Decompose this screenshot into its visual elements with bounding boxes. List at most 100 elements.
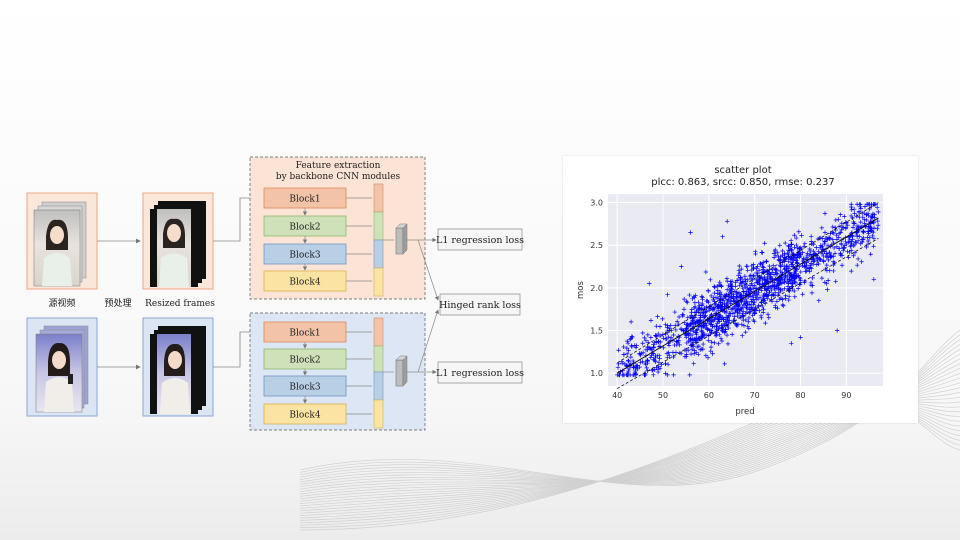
- data-point: [756, 290, 761, 295]
- top-block-4: Block4: [263, 270, 347, 292]
- data-point: [817, 245, 823, 250]
- x-tick-label: 70: [750, 391, 760, 400]
- data-point: [691, 294, 696, 299]
- data-point: [805, 251, 810, 256]
- data-point: [773, 305, 778, 310]
- data-point: [758, 313, 764, 319]
- data-point: [689, 307, 694, 312]
- data-point: [724, 302, 730, 307]
- data-point: [834, 237, 840, 242]
- bottom-block-4: Block4: [263, 403, 347, 425]
- data-point: [698, 306, 704, 312]
- data-point: [822, 239, 828, 244]
- data-point: [733, 280, 738, 285]
- data-point: [751, 265, 757, 270]
- data-point: [848, 213, 854, 219]
- data-point: [792, 270, 797, 275]
- data-point: [871, 236, 877, 241]
- data-point: [621, 352, 627, 357]
- data-point: [802, 241, 808, 246]
- data-point: [745, 324, 750, 329]
- data-point: [645, 332, 651, 338]
- data-point: [775, 305, 780, 311]
- data-point: [666, 350, 671, 355]
- data-point: [867, 206, 872, 212]
- l1-loss-bottom-box: L1 regression loss: [436, 361, 524, 384]
- data-point: [855, 262, 860, 268]
- data-point: [786, 252, 791, 258]
- data-point: [834, 232, 839, 238]
- data-point: [724, 332, 730, 338]
- data-point: [810, 262, 816, 267]
- data-point: [655, 369, 661, 375]
- data-point: [653, 355, 658, 361]
- data-point: [700, 297, 705, 302]
- data-point: [772, 266, 778, 271]
- data-point: [716, 303, 721, 308]
- data-point: [758, 261, 763, 266]
- data-point: [705, 327, 711, 332]
- data-point: [678, 326, 684, 332]
- data-point: [744, 263, 749, 269]
- data-point: [736, 268, 742, 273]
- data-point: [635, 363, 640, 368]
- data-point: [718, 294, 723, 299]
- data-point: [653, 359, 658, 364]
- data-point: [648, 346, 654, 352]
- data-point: [849, 207, 854, 212]
- data-point: [860, 229, 866, 235]
- data-point: [782, 286, 787, 291]
- resized-frames-bottom: [142, 317, 214, 417]
- data-point: [665, 292, 670, 297]
- data-point: [830, 224, 835, 230]
- data-point: [745, 285, 750, 291]
- data-point: [740, 285, 745, 291]
- data-point: [717, 319, 722, 324]
- data-point: [732, 304, 738, 309]
- data-point: [673, 323, 678, 328]
- data-point: [736, 311, 742, 316]
- data-point: [666, 334, 671, 340]
- data-point: [867, 235, 872, 240]
- data-point: [843, 226, 848, 231]
- data-point: [628, 336, 634, 341]
- bottom-block-3: Block3: [263, 375, 347, 397]
- data-point: [769, 270, 775, 275]
- data-point: [712, 340, 717, 346]
- data-point: [693, 338, 699, 344]
- data-point: [798, 335, 803, 340]
- bottom-block-1: Block1: [263, 321, 347, 343]
- data-point: [689, 313, 694, 318]
- data-point: [700, 333, 705, 339]
- data-point: [699, 328, 704, 333]
- data-point: [708, 306, 714, 311]
- data-point: [790, 281, 795, 287]
- top-block-1: Block1: [263, 187, 347, 209]
- data-point: [691, 321, 696, 327]
- source-video-bottom: [26, 317, 98, 417]
- data-point: [699, 307, 704, 312]
- source-video-top: [26, 192, 98, 290]
- data-point: [759, 261, 765, 267]
- data-point: [753, 295, 758, 300]
- data-point: [830, 237, 835, 242]
- data-point: [775, 278, 780, 283]
- data-point: [759, 250, 764, 255]
- data-point: [817, 257, 823, 262]
- data-point: [793, 258, 799, 263]
- data-point: [746, 319, 751, 324]
- data-point: [652, 340, 657, 345]
- data-point: [688, 322, 694, 328]
- data-point: [795, 245, 800, 251]
- data-point: [791, 264, 796, 269]
- data-point: [737, 270, 743, 276]
- data-point: [631, 364, 636, 370]
- data-point: [717, 313, 722, 318]
- data-point: [686, 331, 692, 337]
- data-point: [640, 341, 645, 346]
- bottom-block-3-label: Block3: [289, 383, 320, 393]
- data-point: [715, 288, 720, 293]
- data-point: [625, 372, 631, 378]
- data-point: [822, 239, 827, 244]
- data-point: [632, 343, 637, 348]
